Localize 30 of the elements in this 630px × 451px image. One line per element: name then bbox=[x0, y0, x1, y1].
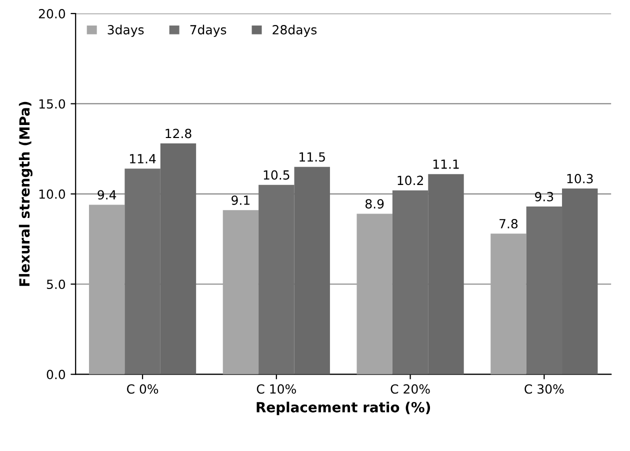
y-tick-label: 5.0 bbox=[46, 280, 66, 290]
data-label: 11.4 bbox=[130, 154, 156, 164]
x-tick-label: C 0% bbox=[126, 384, 158, 394]
data-label: 10.2 bbox=[398, 176, 423, 186]
data-label: 12.8 bbox=[166, 128, 192, 138]
data-label: 11.5 bbox=[300, 152, 325, 162]
y-axis-title: Flexural strength (MPa) bbox=[18, 102, 32, 286]
x-tick-label: C 10% bbox=[256, 384, 296, 394]
y-tick-label: 10.0 bbox=[39, 189, 66, 199]
y-tick-label: 15.0 bbox=[39, 99, 66, 109]
bar bbox=[356, 214, 392, 374]
data-label: 8.9 bbox=[365, 199, 384, 209]
bar bbox=[222, 210, 259, 374]
data-label: 9.3 bbox=[535, 192, 554, 202]
x-tick-label: C 30% bbox=[524, 384, 564, 394]
data-label: 10.5 bbox=[264, 170, 290, 180]
legend-label: 28days bbox=[272, 24, 317, 37]
bar bbox=[88, 204, 125, 374]
x-tick-label: C 20% bbox=[390, 384, 430, 394]
data-label: 9.4 bbox=[98, 190, 116, 200]
y-tick-label: 20.0 bbox=[38, 9, 66, 18]
data-label: 9.1 bbox=[232, 196, 250, 205]
x-axis-title: Replacement ratio (%) bbox=[256, 402, 430, 416]
data-label: 7.8 bbox=[500, 218, 518, 228]
data-label: 10.3 bbox=[567, 174, 593, 184]
y-tick-label: 0.0 bbox=[46, 370, 66, 380]
bar bbox=[490, 234, 526, 374]
legend-label: 3days bbox=[108, 24, 144, 37]
data-label: 11.1 bbox=[433, 160, 459, 169]
legend-label: 7days bbox=[190, 24, 226, 37]
